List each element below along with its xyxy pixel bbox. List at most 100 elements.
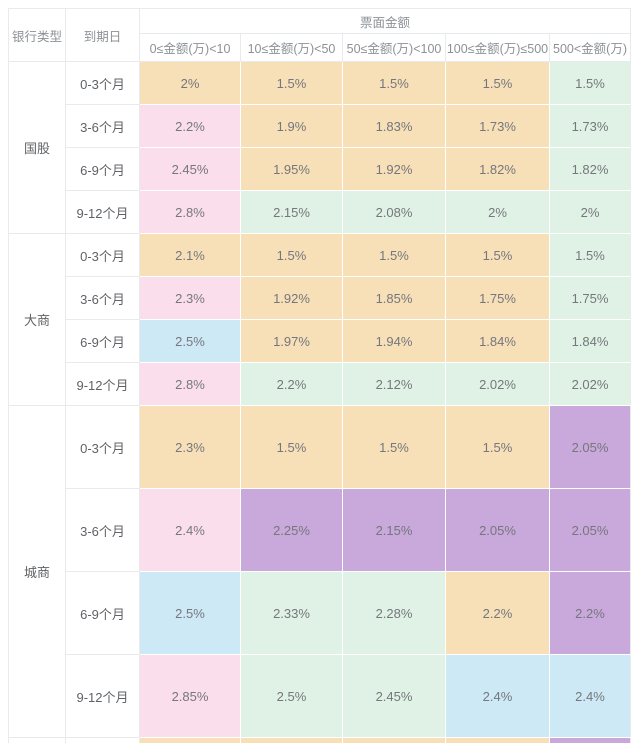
rate-value-cell: 1.84% [446, 320, 550, 363]
rate-value-cell: 2.08% [343, 191, 446, 234]
rate-value-cell: 2.28% [343, 572, 446, 655]
amount-range-header: 50≤金额(万)<100 [343, 34, 446, 62]
rate-row: 3-6个月 2.2% 1.9% 1.83% 1.73% 1.73% [9, 105, 631, 148]
rate-row: 9-12个月 2.8% 2.2% 2.12% 2.02% 2.02% [9, 363, 631, 406]
bank-type-cell: 国股 [9, 62, 66, 234]
rate-value-cell: 1.73% [446, 105, 550, 148]
rate-value-cell: 2.4% [550, 655, 631, 738]
header-row-ranges: 0≤金额(万)<10 10≤金额(万)<50 50≤金额(万)<100 100≤金额(… [9, 34, 631, 62]
rate-value-cell: 2.2% [241, 363, 343, 406]
rate-value-cell: 2.5% [140, 572, 241, 655]
rate-value-cell: 1.5% [343, 62, 446, 105]
rate-value-cell: 1.75% [550, 277, 631, 320]
maturity-cell: 9-12个月 [66, 191, 140, 234]
maturity-cell: 0-3个月 [66, 62, 140, 105]
amount-range-header: 10≤金额(万)<50 [241, 34, 343, 62]
rate-value-cell: 1.94% [343, 320, 446, 363]
rate-value-cell: 2.05% [550, 489, 631, 572]
rate-value-cell: 2.15% [241, 191, 343, 234]
rate-value-cell: 1.5% [241, 234, 343, 277]
rate-value-cell: 2.45% [140, 148, 241, 191]
rate-value-cell: 2.3% [140, 277, 241, 320]
rate-value-cell: 1.85% [343, 277, 446, 320]
rate-value-cell: 2.2% [446, 572, 550, 655]
col-header-maturity: 到期日 [66, 9, 140, 62]
rate-value-cell: 1.5% [446, 406, 550, 489]
amount-range-header: 500<金额(万) [550, 34, 631, 62]
maturity-cell: 3-6个月 [66, 489, 140, 572]
rate-row: 6-9个月 2.5% 2.33% 2.28% 2.2% 2.2% [9, 572, 631, 655]
rate-value-cell: 1.73% [550, 105, 631, 148]
maturity-cell: 3-6个月 [66, 105, 140, 148]
rate-value-cell: 2.1% [140, 234, 241, 277]
partial-row [9, 738, 631, 743]
rate-value-cell: 1.5% [241, 406, 343, 489]
maturity-cell: 9-12个月 [66, 655, 140, 738]
rate-value-cell: 2.4% [446, 655, 550, 738]
bank-rate-table: 银行类型 到期日 票面金额 0≤金额(万)<10 10≤金额(万)<50 50≤金额… [8, 8, 631, 743]
rate-value-cell: 1.82% [550, 148, 631, 191]
rate-value-cell: 1.82% [446, 148, 550, 191]
rate-value-cell: 2.02% [550, 363, 631, 406]
rate-value-cell: 1.5% [446, 62, 550, 105]
rate-row: 6-9个月 2.5% 1.97% 1.94% 1.84% 1.84% [9, 320, 631, 363]
rate-value-cell: 2.12% [343, 363, 446, 406]
rate-value-cell: 1.84% [550, 320, 631, 363]
col-header-bank-type: 银行类型 [9, 9, 66, 62]
rate-value-cell: 1.92% [241, 277, 343, 320]
rate-value-cell [343, 738, 446, 743]
amount-range-header: 0≤金额(万)<10 [140, 34, 241, 62]
rate-value-cell: 1.5% [550, 62, 631, 105]
rate-value-cell: 1.5% [446, 234, 550, 277]
rate-value-cell: 2.8% [140, 363, 241, 406]
rate-value-cell: 2.02% [446, 363, 550, 406]
rate-value-cell: 2.45% [343, 655, 446, 738]
rate-value-cell: 2.8% [140, 191, 241, 234]
rate-value-cell [241, 738, 343, 743]
rate-value-cell: 2.2% [140, 105, 241, 148]
rate-value-cell: 1.5% [241, 62, 343, 105]
maturity-cell: 6-9个月 [66, 572, 140, 655]
rate-value-cell: 2% [140, 62, 241, 105]
rate-value-cell: 1.97% [241, 320, 343, 363]
amount-range-header: 100≤金额(万)≤500 [446, 34, 550, 62]
maturity-cell: 0-3个月 [66, 234, 140, 277]
rate-value-cell: 1.75% [446, 277, 550, 320]
rate-value-cell: 2.5% [140, 320, 241, 363]
maturity-cell: 6-9个月 [66, 148, 140, 191]
rate-value-cell: 1.5% [343, 234, 446, 277]
table-body: 国股 0-3个月 2% 1.5% 1.5% 1.5% 1.5% 3-6个月 2.2% 1.9% 1.… [9, 62, 631, 743]
rate-value-cell: 2.15% [343, 489, 446, 572]
rate-row: 9-12个月 2.85% 2.5% 2.45% 2.4% 2.4% [9, 655, 631, 738]
maturity-cell: 3-6个月 [66, 277, 140, 320]
bank-type-cell: 城商 [9, 406, 66, 738]
rate-value-cell: 2.05% [446, 489, 550, 572]
header-row-top: 银行类型 到期日 票面金额 [9, 9, 631, 62]
rate-value-cell: 2.5% [241, 655, 343, 738]
rate-value-cell [550, 738, 631, 743]
rate-value-cell: 2.3% [140, 406, 241, 489]
rate-row: 城商 0-3个月 2.3% 1.5% 1.5% 1.5% 2.05% [9, 406, 631, 738]
rate-value-cell: 2.05% [550, 406, 631, 489]
rate-value-cell: 2.25% [241, 489, 343, 572]
rate-value-cell: 1.9% [241, 105, 343, 148]
table-header: 银行类型 到期日 票面金额 0≤金额(万)<10 10≤金额(万)<50 50≤金额… [9, 9, 631, 62]
rate-value-cell: 1.5% [343, 406, 446, 489]
bank-type-cell: 大商 [9, 234, 66, 406]
rate-value-cell: 1.5% [550, 234, 631, 277]
rate-value-cell [446, 738, 550, 743]
rate-value-cell: 1.92% [343, 148, 446, 191]
maturity-cell: 6-9个月 [66, 320, 140, 363]
rate-value-cell: 2.4% [140, 489, 241, 572]
rate-row: 6-9个月 2.45% 1.95% 1.92% 1.82% 1.82% [9, 148, 631, 191]
rate-row: 国股 0-3个月 2% 1.5% 1.5% 1.5% 1.5% [9, 62, 631, 234]
blank-cell [66, 738, 140, 743]
rate-value-cell: 2% [550, 191, 631, 234]
rate-value-cell: 2.33% [241, 572, 343, 655]
rate-row: 3-6个月 2.3% 1.92% 1.85% 1.75% 1.75% [9, 277, 631, 320]
maturity-cell: 0-3个月 [66, 406, 140, 489]
blank-cell [9, 738, 66, 743]
rate-row: 9-12个月 2.8% 2.15% 2.08% 2% 2% [9, 191, 631, 234]
rate-value-cell [140, 738, 241, 743]
